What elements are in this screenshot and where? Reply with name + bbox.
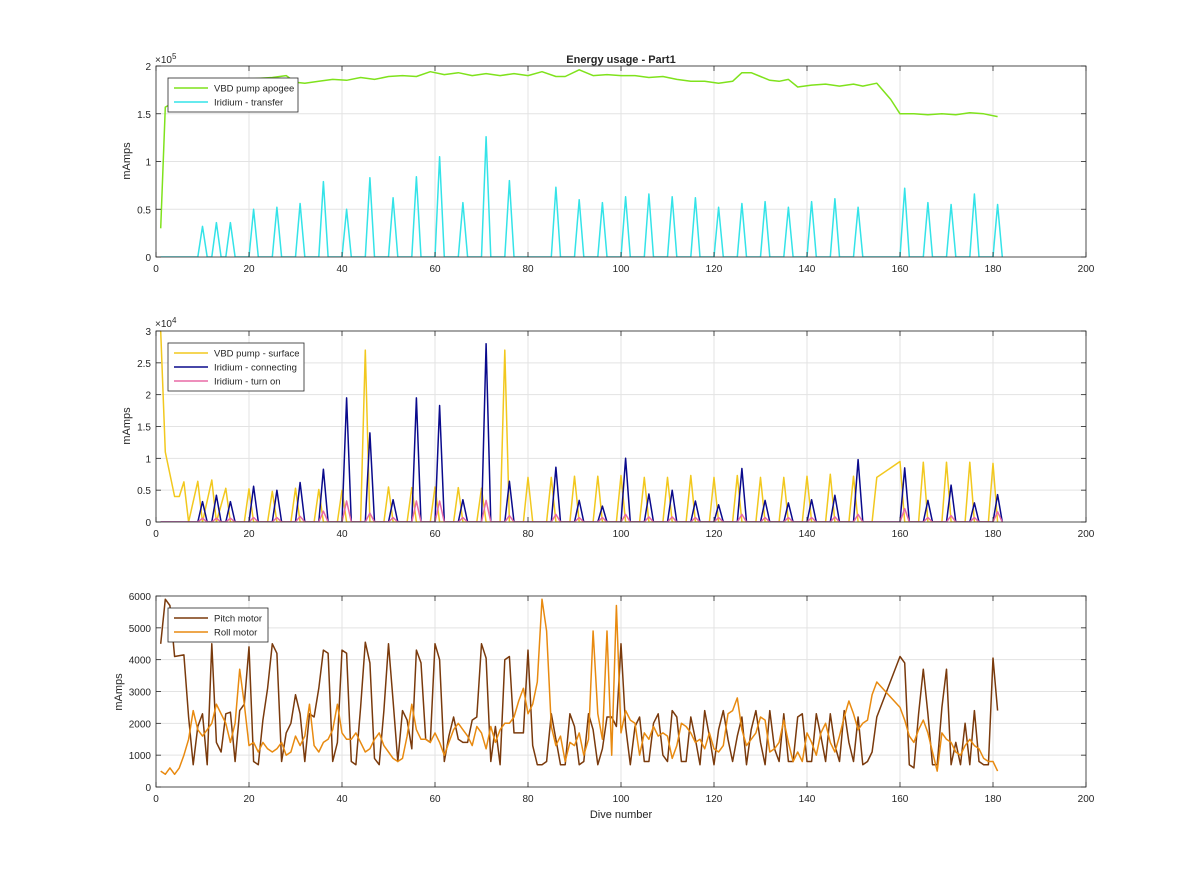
panel-top-x-tick-label: 100 (613, 264, 630, 275)
panel-middle-x-tick-label: 200 (1078, 529, 1095, 540)
panel-bottom-y-tick-label: 3000 (129, 688, 152, 699)
panel-middle-y-axis: 0 0.5 1 1.5 2 2.5 3 (137, 327, 1086, 529)
panel-top-vbd-apogee-iridium-transfer: 0 20 40 60 80 100 120 140 160 180 200 0 0.5 1 1.5 2 VBD … (121, 52, 1095, 275)
panel-bottom-y-tick-label: 5000 (129, 624, 152, 635)
panel-middle-y-tick-label: 3 (145, 327, 151, 338)
panel-top-y-tick-label: 0 (145, 253, 151, 264)
panel-middle-x-tick-label: 40 (336, 529, 348, 540)
panel-middle-legend-label: Iridium - connecting (214, 363, 297, 374)
panel-bottom-y-tick-label: 1000 (129, 751, 152, 762)
panel-top-exponent: ×105 (155, 52, 177, 66)
panel-middle-vbd-surface-iridium: 0 20 40 60 80 100 120 140 160 180 200 0 0.5 1 1.5 2 2.5 3… (121, 316, 1095, 540)
panel-middle-y-tick-label: 2 (145, 391, 151, 402)
panel-middle-series-iridium-turn-on (160, 499, 1003, 522)
panel-bottom-legend-label: Pitch motor (214, 614, 262, 625)
panel-middle-ylabel: mAmps (121, 407, 133, 445)
panel-middle-y-tick-label: 0.5 (137, 486, 151, 497)
panel-top-legend-label: Iridium - transfer (214, 98, 283, 109)
panel-middle-legend: VBD pump - surface Iridium - connecting Ir… (167, 342, 305, 392)
panel-top-legend-label: VBD pump apogee (214, 84, 294, 95)
panel-top-y-tick-label: 2 (145, 62, 151, 73)
panel-top-x-tick-label: 180 (985, 264, 1002, 275)
panel-top-ylabel: mAmps (121, 142, 133, 180)
panel-middle-x-tick-label: 140 (799, 529, 816, 540)
panel-middle-y-tick-label: 2.5 (137, 359, 151, 370)
panel-middle-y-tick-label: 1.5 (137, 423, 151, 434)
panel-middle-y-tick-label: 1 (145, 454, 151, 465)
panel-top-x-tick-label: 140 (799, 264, 816, 275)
panel-top-y-tick-label: 1.5 (137, 110, 151, 121)
panel-top-legend: VBD pump apogee Iridium - transfer (167, 77, 299, 113)
panel-middle-x-axis: 0 20 40 60 80 100 120 140 160 180 200 (153, 331, 1095, 540)
panel-middle-legend-label: VBD pump - surface (214, 349, 300, 360)
panel-bottom-pitch-roll-motor: 0 20 40 60 80 100 120 140 160 180 2000100020003000… (113, 592, 1095, 821)
panel-bottom-x-tick-label: 0 (153, 794, 159, 805)
panel-top-exponent-base: ×10 (155, 55, 172, 66)
panel-bottom-x-tick-label: 100 (613, 794, 630, 805)
panel-bottom-x-tick-label: 120 (706, 794, 723, 805)
panel-bottom-x-tick-label: 60 (429, 794, 441, 805)
panel-middle-exponent: ×104 (155, 316, 177, 330)
panel-middle-x-tick-label: 60 (429, 529, 441, 540)
panel-bottom-xlabel: Dive number (590, 809, 653, 821)
panel-top-y-tick-label: 1 (145, 158, 151, 169)
panel-middle-series-iridium-connecting (160, 342, 1004, 522)
panel-middle-x-tick-label: 0 (153, 529, 159, 540)
panel-bottom-y-axis: 0 1000 2000 3000 4000 5000 6000 (129, 592, 1086, 794)
panel-bottom-series-roll-motor (160, 598, 999, 776)
panel-middle-legend-label: Iridium - turn on (214, 377, 281, 388)
panel-bottom-series-group (159, 598, 999, 776)
panel-top-x-tick-label: 0 (153, 264, 159, 275)
panel-bottom-x-tick-label: 160 (892, 794, 909, 805)
figure-title: Energy usage - Part1 (566, 54, 675, 66)
panel-middle-x-tick-label: 120 (706, 529, 723, 540)
panel-top-y-axis: 0 0.5 1 1.5 2 (137, 62, 1086, 264)
panel-top-x-tick-label: 120 (706, 264, 723, 275)
panel-middle-exponent-base: ×10 (155, 319, 172, 330)
panel-top-exponent-power: 5 (172, 52, 177, 61)
panel-top-legend-box (167, 77, 299, 113)
panel-bottom-x-tick-label: 20 (243, 794, 255, 805)
panel-middle-x-tick-label: 80 (522, 529, 534, 540)
panel-bottom-x-tick-label: 180 (985, 794, 1002, 805)
panel-bottom-y-tick-label: 2000 (129, 719, 152, 730)
panel-bottom-legend-box (167, 607, 269, 643)
panel-bottom-y-tick-label: 0 (145, 783, 151, 794)
panel-middle-series-group (159, 330, 1004, 522)
panel-bottom-y-tick-label: 4000 (129, 656, 152, 667)
panel-middle-x-tick-label: 180 (985, 529, 1002, 540)
panel-middle-x-tick-label: 100 (613, 529, 630, 540)
panel-top-x-axis: 0 20 40 60 80 100 120 140 160 180 200 (153, 66, 1095, 275)
panel-middle-exponent-power: 4 (172, 316, 177, 325)
panel-bottom-x-axis: 0 20 40 60 80 100 120 140 160 180 200 (153, 596, 1095, 805)
panel-bottom-x-tick-label: 80 (522, 794, 534, 805)
panel-top-x-tick-label: 160 (892, 264, 909, 275)
panel-top-x-tick-label: 40 (336, 264, 348, 275)
panel-bottom-ylabel: mAmps (113, 673, 125, 711)
panel-bottom-legend-label: Roll motor (214, 628, 257, 639)
panel-middle-x-tick-label: 20 (243, 529, 255, 540)
panel-bottom-x-tick-label: 40 (336, 794, 348, 805)
panel-bottom-legend: Pitch motor Roll motor (167, 607, 269, 643)
panel-top-x-tick-label: 60 (429, 264, 441, 275)
panel-bottom-y-tick-label: 6000 (129, 592, 152, 603)
panel-bottom-x-tick-label: 200 (1078, 794, 1095, 805)
panel-top-y-tick-label: 0.5 (137, 205, 151, 216)
panel-top-x-tick-label: 80 (522, 264, 534, 275)
panel-top-series-iridium-transfer (160, 135, 1004, 257)
panel-bottom-x-tick-label: 140 (799, 794, 816, 805)
panel-middle-y-tick-label: 0 (145, 518, 151, 529)
panel-top-x-tick-label: 20 (243, 264, 255, 275)
panel-middle-x-tick-label: 160 (892, 529, 909, 540)
panel-top-x-tick-label: 200 (1078, 264, 1095, 275)
